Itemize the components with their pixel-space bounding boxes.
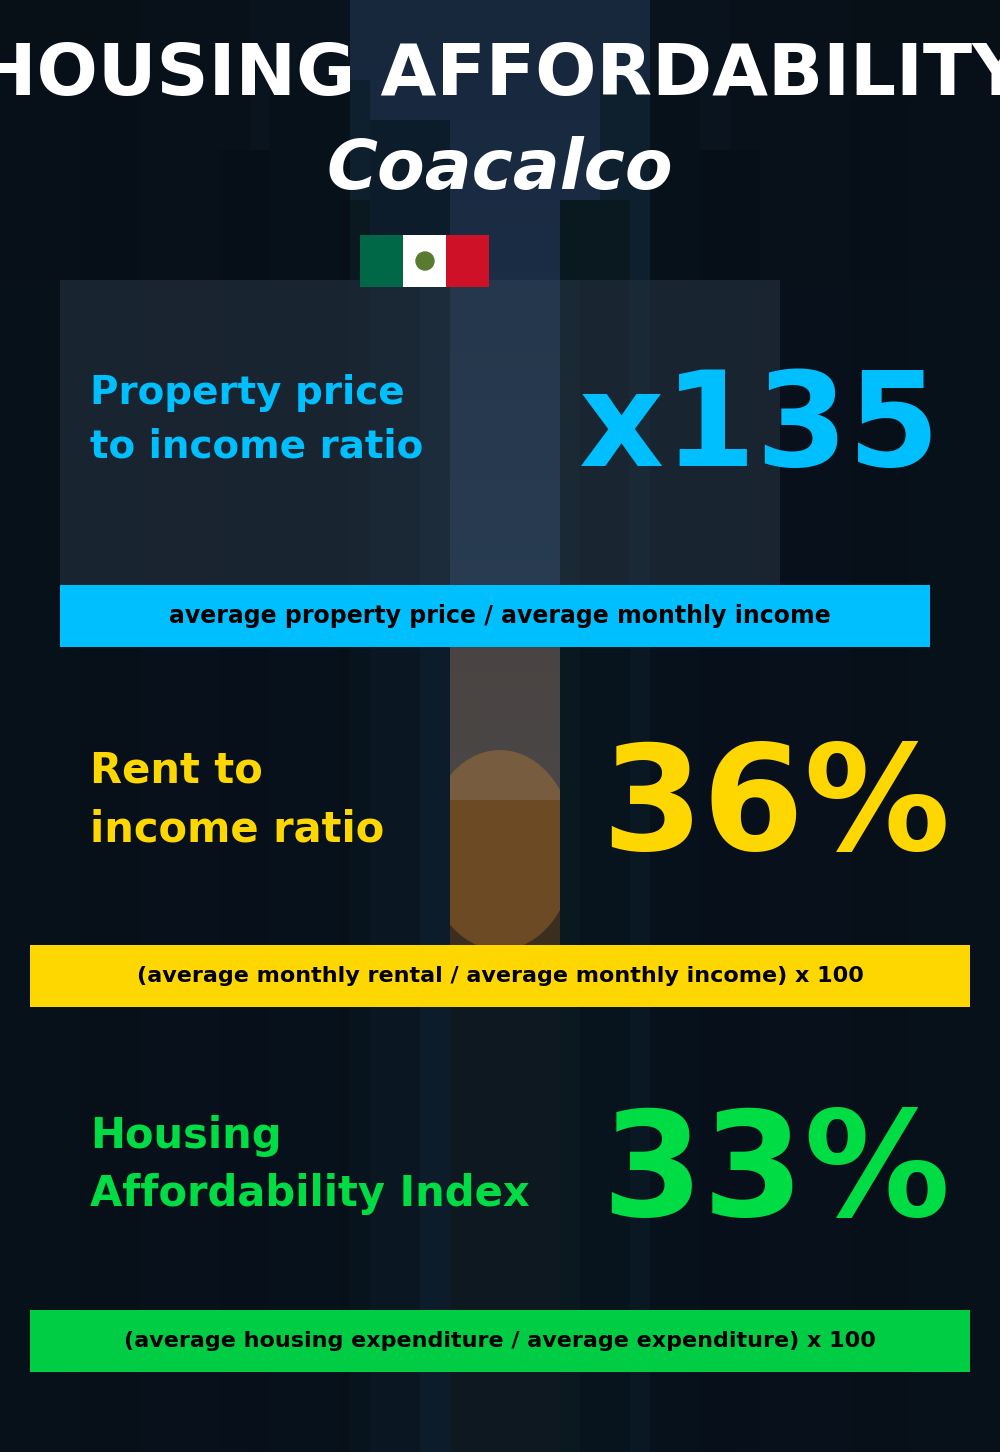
Text: Coacalco: Coacalco [327, 136, 673, 203]
Ellipse shape [425, 751, 575, 950]
Text: average property price / average monthly income: average property price / average monthly… [169, 604, 831, 629]
Bar [0, 49, 120, 1451]
Bar [403, 235, 446, 287]
Bar [370, 121, 450, 1452]
Text: Property price
to income ratio: Property price to income ratio [90, 375, 423, 466]
Text: HOUSING AFFORDABILITY: HOUSING AFFORDABILITY [0, 41, 1000, 109]
Bar [140, 0, 250, 1452]
Bar [820, 100, 910, 1452]
Bar [560, 200, 630, 1452]
Text: Rent to
income ratio: Rent to income ratio [90, 749, 384, 851]
Text: (average housing expenditure / average expenditure) x 100: (average housing expenditure / average e… [124, 1331, 876, 1350]
Bar [670, 150, 760, 1451]
Text: x135: x135 [579, 366, 940, 494]
Bar [0, 280, 420, 1452]
Bar [730, 0, 850, 1452]
Bar [650, 0, 1000, 1452]
Text: Housing
Affordability Index: Housing Affordability Index [90, 1115, 530, 1215]
Text: 36%: 36% [601, 739, 950, 880]
Bar [270, 80, 370, 1452]
Bar [60, 585, 930, 648]
Circle shape [416, 253, 434, 270]
Bar [446, 235, 489, 287]
Bar [220, 150, 300, 1451]
Bar [30, 945, 970, 1008]
Text: 33%: 33% [601, 1105, 950, 1246]
Bar [60, 280, 780, 640]
Bar [80, 100, 170, 1452]
Bar [30, 1310, 970, 1372]
Bar [340, 200, 410, 1452]
Ellipse shape [350, 600, 650, 1000]
Bar [600, 80, 700, 1452]
Bar [880, 49, 1000, 1451]
Text: (average monthly rental / average monthly income) x 100: (average monthly rental / average monthl… [137, 966, 863, 986]
Bar [0, 0, 350, 1452]
Bar [360, 235, 403, 287]
Bar [580, 280, 1000, 1452]
